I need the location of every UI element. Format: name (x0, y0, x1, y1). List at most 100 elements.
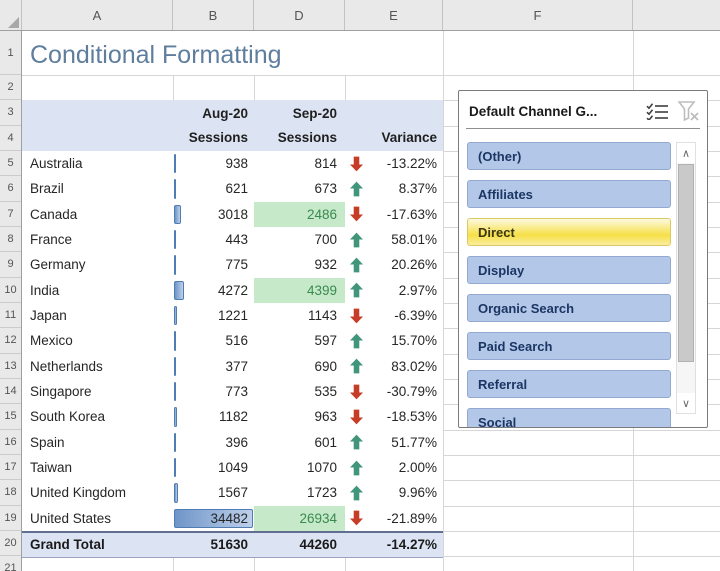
row-header-14[interactable]: 14 (0, 379, 21, 405)
scroll-up-icon[interactable]: ∧ (677, 143, 695, 163)
aug-sessions-cell[interactable]: 938 (173, 151, 254, 176)
sep-sessions-cell[interactable]: 932 (254, 252, 345, 277)
aug-sessions-cell[interactable]: 34482 (173, 506, 254, 531)
variance-cell[interactable]: -6.39% (345, 303, 443, 328)
row-header-6[interactable]: 6 (0, 176, 21, 202)
slicer-scrollbar[interactable]: ∧ ∨ (676, 142, 696, 414)
variance-cell[interactable]: 2.97% (345, 278, 443, 303)
country-cell[interactable]: Germany (22, 252, 173, 277)
multi-select-icon[interactable] (646, 102, 669, 121)
variance-cell[interactable]: 8.37% (345, 176, 443, 201)
aug-sessions-cell[interactable]: 1049 (173, 455, 254, 480)
row-header-16[interactable]: 16 (0, 430, 21, 455)
grand-total-row[interactable]: Grand Total 51630 44260 -14.27% (22, 530, 443, 558)
slicer-item-referral[interactable]: Referral (467, 370, 671, 398)
select-all-corner[interactable] (0, 0, 22, 30)
row-header-1[interactable]: 1 (0, 31, 21, 75)
slicer-item-social[interactable]: Social (467, 408, 671, 427)
header-cell-variance[interactable]: Variance (345, 100, 443, 151)
sep-sessions-cell[interactable]: 597 (254, 328, 345, 353)
row-header-10[interactable]: 10 (0, 278, 21, 303)
aug-sessions-cell[interactable]: 1567 (173, 480, 254, 505)
variance-cell[interactable]: -30.79% (345, 379, 443, 404)
variance-cell[interactable]: 2.00% (345, 455, 443, 480)
header-cell-empty[interactable] (22, 100, 173, 151)
row-header-19[interactable]: 19 (0, 506, 21, 531)
slicer-item-direct[interactable]: Direct (467, 218, 671, 246)
row-header-5[interactable]: 5 (0, 151, 21, 177)
column-header-D[interactable]: D (254, 0, 345, 30)
slicer-item-paid-search[interactable]: Paid Search (467, 332, 671, 360)
sep-sessions-cell[interactable]: 535 (254, 379, 345, 404)
row-header-8[interactable]: 8 (0, 227, 21, 253)
sep-sessions-cell[interactable]: 673 (254, 176, 345, 201)
header-cell-aug[interactable]: Aug-20 Sessions (173, 100, 254, 151)
country-cell[interactable]: United States (22, 506, 173, 531)
column-header-E[interactable]: E (345, 0, 443, 30)
sep-sessions-cell[interactable]: 814 (254, 151, 345, 176)
variance-cell[interactable]: 58.01% (345, 227, 443, 252)
country-cell[interactable]: Mexico (22, 328, 173, 353)
sep-sessions-cell[interactable]: 700 (254, 227, 345, 252)
country-cell[interactable]: Brazil (22, 176, 173, 201)
column-header-B[interactable]: B (173, 0, 254, 30)
aug-sessions-cell[interactable]: 443 (173, 227, 254, 252)
variance-cell[interactable]: -18.53% (345, 404, 443, 429)
country-cell[interactable]: Australia (22, 151, 173, 176)
aug-sessions-cell[interactable]: 1182 (173, 404, 254, 429)
sep-sessions-cell[interactable]: 690 (254, 354, 345, 379)
row-header-3[interactable]: 3 (0, 100, 21, 126)
column-header-blank[interactable] (633, 0, 720, 30)
country-cell[interactable]: United Kingdom (22, 480, 173, 505)
clear-filter-icon[interactable] (677, 101, 699, 122)
row-header-9[interactable]: 9 (0, 252, 21, 278)
row-header-21[interactable]: 21 (0, 556, 21, 571)
aug-sessions-cell[interactable]: 396 (173, 430, 254, 455)
aug-sessions-cell[interactable]: 377 (173, 354, 254, 379)
sep-sessions-cell[interactable]: 2486 (254, 201, 345, 227)
row-header-4[interactable]: 4 (0, 126, 21, 151)
scroll-down-icon[interactable]: ∨ (677, 393, 695, 413)
country-cell[interactable]: France (22, 227, 173, 252)
aug-sessions-cell[interactable]: 773 (173, 379, 254, 404)
sep-sessions-cell[interactable]: 4399 (254, 277, 345, 303)
row-header-15[interactable]: 15 (0, 404, 21, 430)
row-header-18[interactable]: 18 (0, 480, 21, 506)
country-cell[interactable]: South Korea (22, 404, 173, 429)
slicer-item-organic-search[interactable]: Organic Search (467, 294, 671, 322)
slicer-item--other-[interactable]: (Other) (467, 142, 671, 170)
country-cell[interactable]: Canada (22, 202, 173, 227)
country-cell[interactable]: Taiwan (22, 455, 173, 480)
variance-cell[interactable]: -13.22% (345, 151, 443, 176)
variance-cell[interactable]: 15.70% (345, 328, 443, 353)
variance-cell[interactable]: 9.96% (345, 480, 443, 505)
sep-sessions-cell[interactable]: 1723 (254, 480, 345, 505)
aug-sessions-cell[interactable]: 3018 (173, 202, 254, 227)
sep-sessions-cell[interactable]: 1070 (254, 455, 345, 480)
variance-cell[interactable]: 51.77% (345, 430, 443, 455)
variance-cell[interactable]: -17.63% (345, 202, 443, 227)
variance-cell[interactable]: -21.89% (345, 506, 443, 531)
slicer-item-display[interactable]: Display (467, 256, 671, 284)
variance-cell[interactable]: 20.26% (345, 252, 443, 277)
row-header-17[interactable]: 17 (0, 455, 21, 481)
sep-sessions-cell[interactable]: 601 (254, 430, 345, 455)
row-header-13[interactable]: 13 (0, 354, 21, 379)
country-cell[interactable]: Singapore (22, 379, 173, 404)
variance-cell[interactable]: 83.02% (345, 354, 443, 379)
country-cell[interactable]: Japan (22, 303, 173, 328)
aug-sessions-cell[interactable]: 4272 (173, 278, 254, 303)
sep-sessions-cell[interactable]: 963 (254, 404, 345, 429)
row-header-11[interactable]: 11 (0, 303, 21, 329)
column-header-A[interactable]: A (22, 0, 173, 30)
country-cell[interactable]: India (22, 278, 173, 303)
sheet-title-cell[interactable]: Conditional Formatting (30, 41, 282, 69)
row-header-12[interactable]: 12 (0, 328, 21, 354)
scrollbar-thumb[interactable] (678, 164, 694, 362)
sep-sessions-cell[interactable]: 26934 (254, 505, 345, 531)
country-cell[interactable]: Spain (22, 430, 173, 455)
aug-sessions-cell[interactable]: 516 (173, 328, 254, 353)
header-cell-sep[interactable]: Sep-20 Sessions (254, 100, 345, 151)
aug-sessions-cell[interactable]: 1221 (173, 303, 254, 328)
aug-sessions-cell[interactable]: 621 (173, 176, 254, 201)
